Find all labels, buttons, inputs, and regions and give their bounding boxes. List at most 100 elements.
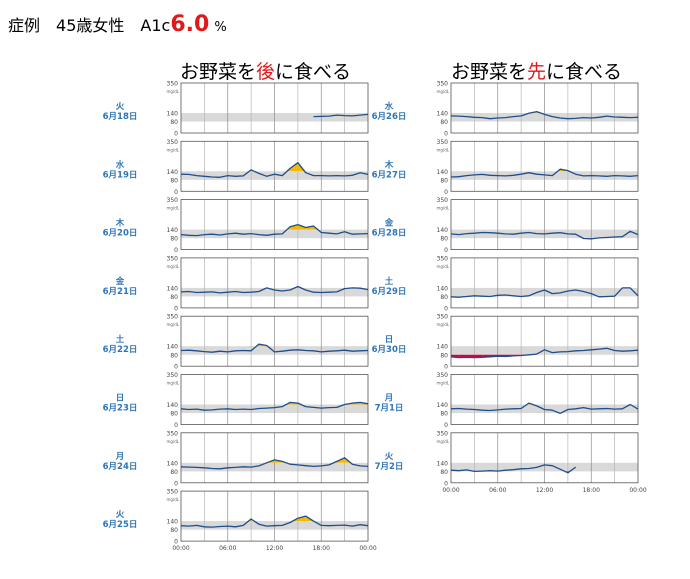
y-tick-label: 350 bbox=[167, 255, 179, 262]
unit-label: mg/dL bbox=[436, 264, 449, 269]
heading-after-text-2: に bbox=[275, 61, 295, 83]
y-tick-label: 0 bbox=[444, 131, 448, 138]
y-tick-label: 140 bbox=[167, 344, 179, 351]
date-label: 6月24日 bbox=[103, 462, 138, 472]
y-tick-label: 0 bbox=[174, 422, 178, 429]
x-tick-label: 00:00 bbox=[442, 487, 459, 494]
glucose-line bbox=[450, 347, 639, 359]
unit-label: mg/dL bbox=[436, 147, 449, 152]
day-label: 水 bbox=[384, 101, 394, 112]
y-tick-label: 0 bbox=[174, 364, 178, 371]
panel-frame bbox=[450, 140, 639, 192]
case-label: 症例 bbox=[8, 16, 41, 35]
x-tick-label: 12:00 bbox=[536, 487, 553, 494]
panel-frame bbox=[180, 432, 369, 484]
y-tick-label: 140 bbox=[437, 402, 449, 409]
y-tick-label: 140 bbox=[167, 111, 179, 118]
panel-frame bbox=[180, 199, 369, 251]
unit-label: mg/dL bbox=[436, 206, 449, 211]
unit-label: mg/dL bbox=[436, 381, 449, 386]
y-tick-label: 140 bbox=[167, 227, 179, 234]
date-label: 6月30日 bbox=[372, 345, 407, 355]
unit-label: mg/dL bbox=[166, 381, 179, 386]
y-tick-label: 0 bbox=[444, 422, 448, 429]
y-tick-label: 0 bbox=[444, 480, 448, 487]
y-tick-label: 350 bbox=[167, 197, 179, 204]
y-tick-label: 0 bbox=[174, 247, 178, 254]
unit-label: mg/dL bbox=[166, 497, 179, 502]
y-tick-label: 80 bbox=[440, 119, 448, 126]
y-tick-label: 350 bbox=[437, 430, 449, 437]
y-tick-label: 350 bbox=[437, 139, 449, 146]
y-tick-label: 350 bbox=[167, 314, 179, 321]
y-tick-label: 80 bbox=[170, 411, 178, 418]
unit-label: mg/dL bbox=[436, 322, 449, 327]
y-tick-label: 80 bbox=[170, 527, 178, 534]
a1c-label: A1c bbox=[140, 16, 171, 35]
date-label: 6月23日 bbox=[103, 404, 138, 414]
y-tick-label: 0 bbox=[174, 480, 178, 487]
y-tick-label: 80 bbox=[440, 294, 448, 301]
y-tick-label: 0 bbox=[174, 539, 178, 546]
y-tick-label: 140 bbox=[167, 519, 179, 526]
column-heading-before: お野菜を先に食べる bbox=[451, 57, 622, 84]
day-label: 水 bbox=[115, 159, 125, 170]
y-tick-label: 0 bbox=[444, 305, 448, 312]
panel-frame bbox=[450, 432, 639, 484]
heading-before-text-1: お野菜を bbox=[451, 61, 528, 83]
day-label: 日 bbox=[385, 335, 394, 345]
date-label: 6月29日 bbox=[372, 287, 407, 297]
x-tick-label: 00:00 bbox=[629, 487, 646, 494]
y-tick-label: 0 bbox=[444, 247, 448, 254]
date-label: 6月22日 bbox=[103, 345, 138, 355]
y-tick-label: 140 bbox=[437, 460, 449, 467]
column-heading-after: お野菜を後に食べる bbox=[180, 57, 351, 84]
y-tick-label: 350 bbox=[167, 489, 179, 496]
panel-frame bbox=[180, 82, 369, 134]
y-tick-label: 80 bbox=[440, 411, 448, 418]
y-tick-label: 350 bbox=[167, 139, 179, 146]
unit-label: mg/dL bbox=[436, 439, 449, 444]
y-tick-label: 80 bbox=[170, 119, 178, 126]
day-label: 火 bbox=[385, 452, 394, 462]
unit-label: mg/dL bbox=[166, 89, 179, 94]
a1c-unit: % bbox=[214, 20, 227, 35]
glucose-line bbox=[180, 343, 369, 353]
heading-before-highlight: 先 bbox=[527, 61, 547, 83]
panel-frame bbox=[180, 374, 369, 425]
y-tick-label: 140 bbox=[437, 344, 449, 351]
x-tick-label: 00:00 bbox=[359, 545, 376, 552]
date-label: 6月19日 bbox=[103, 170, 138, 180]
unit-label: mg/dL bbox=[166, 206, 179, 211]
heading-after-text-1: お野菜を bbox=[180, 61, 257, 83]
unit-label: mg/dL bbox=[166, 322, 179, 327]
glucose-line bbox=[180, 515, 369, 528]
panel-frame bbox=[450, 199, 639, 251]
y-tick-label: 0 bbox=[174, 131, 178, 138]
y-tick-label: 350 bbox=[437, 81, 449, 88]
date-label: 6月25日 bbox=[103, 520, 138, 530]
a1c-value: 6.0 bbox=[170, 12, 210, 37]
y-tick-label: 80 bbox=[440, 236, 448, 243]
y-tick-label: 80 bbox=[440, 352, 448, 359]
panel-frame bbox=[180, 490, 369, 542]
unit-label: mg/dL bbox=[166, 264, 179, 269]
heading-before-text-3: 食べる bbox=[565, 61, 623, 83]
y-tick-label: 80 bbox=[170, 294, 178, 301]
x-tick-label: 18:00 bbox=[313, 545, 330, 552]
heading-after-text-3: 食べる bbox=[294, 61, 352, 83]
unit-label: mg/dL bbox=[166, 439, 179, 444]
x-tick-label: 00:00 bbox=[172, 545, 189, 552]
y-tick-label: 0 bbox=[444, 364, 448, 371]
glucose-line bbox=[450, 287, 639, 298]
high-glucose-area bbox=[297, 516, 306, 522]
glucose-line bbox=[180, 285, 369, 294]
panel-frame bbox=[180, 140, 369, 192]
heading-before-text-2: に bbox=[546, 61, 566, 83]
date-label: 6月18日 bbox=[103, 112, 138, 122]
y-tick-label: 80 bbox=[170, 236, 178, 243]
panel-frame bbox=[180, 315, 369, 367]
y-tick-label: 0 bbox=[444, 189, 448, 196]
date-label: 6月27日 bbox=[372, 170, 407, 180]
